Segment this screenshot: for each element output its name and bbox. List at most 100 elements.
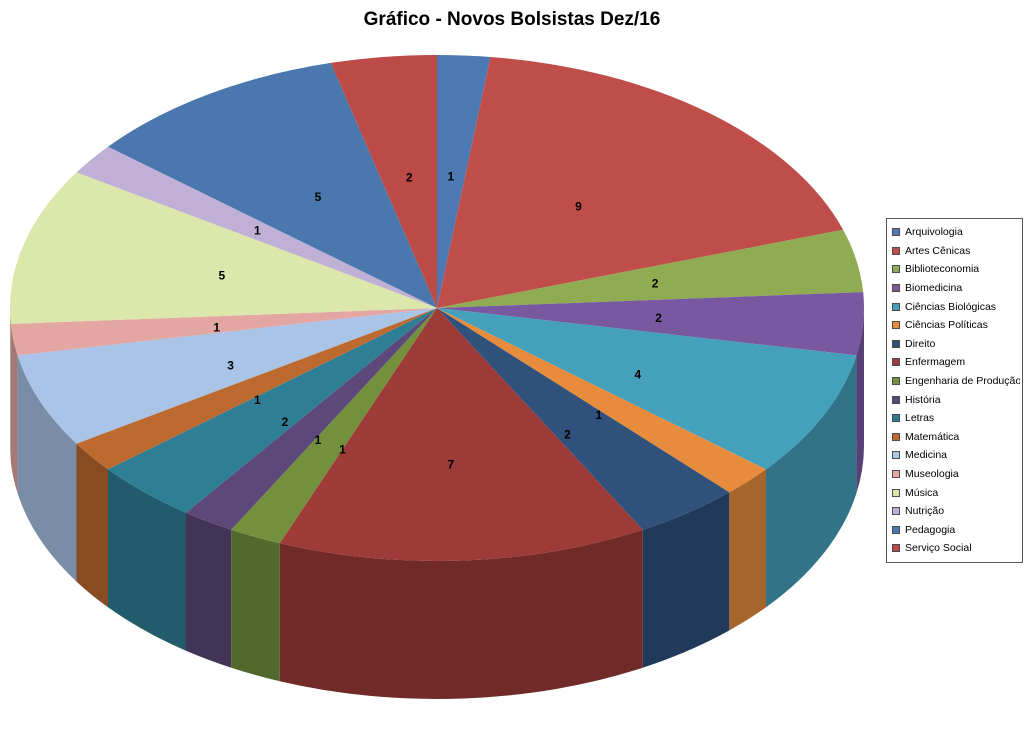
legend-item-ciencias-politicas[interactable]: Ciências Políticas [892,316,1020,335]
pie-slice-side-historia [186,512,232,668]
legend-label: Matemática [905,430,960,443]
legend-swatch [892,358,900,367]
legend: Arquivologia Artes Cênicas Biblioteconomia… [886,218,1023,563]
data-label: 2 [652,276,659,290]
pie-slice-letras[interactable] [108,308,437,513]
legend-item-artes-cenicas[interactable]: Artes Cênicas [892,242,1020,261]
legend-label: Biblioteconomia [905,263,980,276]
pie-slice-artes-cenicas[interactable] [437,57,844,308]
pie-slice-side-medicina [17,355,77,582]
pie-slice-biomedicina[interactable] [437,292,865,356]
legend-swatch [892,302,900,311]
legend-swatch [892,414,900,423]
legend-item-medicina[interactable]: Medicina [892,446,1020,465]
chart-title: Gráfico - Novos Bolsistas Dez/16 [363,9,661,30]
legend-label: Enfermagem [905,356,966,369]
data-label: 9 [575,200,582,214]
legend-item-matematica[interactable]: Matemática [892,428,1020,447]
data-label: 5 [219,268,226,282]
data-label: 7 [448,457,455,471]
legend-label: Nutrição [905,505,945,518]
data-label: 2 [564,428,571,442]
pie-slice-ciencias-politicas[interactable] [437,308,766,493]
pie-slice-servico-social[interactable] [330,54,437,308]
pie-slice-enfermagem[interactable] [279,308,643,561]
pie-slice-museologia[interactable] [10,308,438,356]
legend-swatch [892,507,900,516]
legend-swatch [892,525,900,534]
legend-item-historia[interactable]: História [892,390,1020,409]
pie-slice-side-enfermagem [279,529,643,699]
legend-swatch [892,284,900,293]
legend-swatch [892,339,900,348]
legend-label: Artes Cênicas [905,244,971,257]
pie-slice-biblioteconomia[interactable] [437,229,864,308]
data-label: 2 [406,171,413,185]
legend-swatch [892,321,900,330]
data-label: 5 [315,190,322,204]
pie-slice-historia[interactable] [186,308,437,530]
data-label: 1 [596,408,603,422]
legend-swatch [892,544,900,553]
legend-label: Arquivologia [905,226,963,239]
legend-label: Letras [905,412,935,425]
legend-label: Engenharia de Produção [905,375,1020,388]
data-label: 1 [213,321,220,335]
pie-slice-musica[interactable] [9,172,438,324]
pie-slice-side-direito [642,492,730,668]
legend-item-ciencias-biologicas[interactable]: Ciências Biológicas [892,297,1020,316]
legend-item-biblioteconomia[interactable]: Biblioteconomia [892,260,1020,279]
legend-label: Música [905,486,939,499]
legend-item-letras[interactable]: Letras [892,409,1020,428]
data-label: 4 [635,368,642,382]
pie-slice-side-matematica [76,443,108,608]
data-label: 2 [282,415,289,429]
legend-label: Ciências Biológicas [905,300,997,313]
legend-swatch [892,377,900,386]
legend-item-biomedicina[interactable]: Biomedicina [892,279,1020,298]
legend-item-museologia[interactable]: Museologia [892,465,1020,484]
legend-label: Serviço Social [905,542,972,555]
pie-slice-side-ciencias-politicas [729,469,766,631]
legend-swatch [892,395,900,404]
data-label: 1 [448,170,455,184]
data-label: 1 [315,433,322,447]
legend-label: Museologia [905,468,959,481]
data-label: 1 [254,393,261,407]
pie-slice-nutricao[interactable] [76,146,438,308]
pie-slice-medicina[interactable] [17,308,437,444]
pie-slice-side-engenharia-de-producao [231,529,280,682]
pie-slice-engenharia-de-producao[interactable] [231,308,437,544]
legend-label: Direito [905,337,936,350]
legend-swatch [892,265,900,274]
data-label: 1 [254,224,261,238]
pie-slice-direito[interactable] [437,308,730,530]
legend-item-direito[interactable]: Direito [892,335,1020,354]
pie-slice-ciencias-biologicas[interactable] [437,308,857,470]
pie-slice-side-ciencias-biologicas [766,355,857,608]
data-label: 3 [227,359,234,373]
legend-item-arquivologia[interactable]: Arquivologia [892,223,1020,242]
legend-swatch [892,470,900,479]
legend-item-engenharia-de-producao[interactable]: Engenharia de Produção [892,372,1020,391]
data-label: 2 [655,311,662,325]
legend-label: Medicina [905,449,948,462]
pie-slice-pedagogia[interactable] [108,62,437,309]
legend-swatch [892,246,900,255]
legend-swatch [892,228,900,237]
legend-item-enfermagem[interactable]: Enfermagem [892,353,1020,372]
pie-slice-arquivologia[interactable] [437,55,491,308]
legend-label: História [905,393,941,406]
legend-swatch [892,488,900,497]
legend-swatch [892,451,900,460]
legend-item-pedagogia[interactable]: Pedagogia [892,521,1020,540]
pie-slice-side-letras [108,469,186,651]
legend-item-musica[interactable]: Música [892,483,1020,502]
legend-item-servico-social[interactable]: Serviço Social [892,539,1020,558]
legend-item-nutricao[interactable]: Nutrição [892,502,1020,521]
legend-label: Ciências Políticas [905,319,988,332]
legend-label: Biomedicina [905,282,963,295]
data-label: 1 [339,443,346,457]
pie-slice-matematica[interactable] [76,308,438,470]
